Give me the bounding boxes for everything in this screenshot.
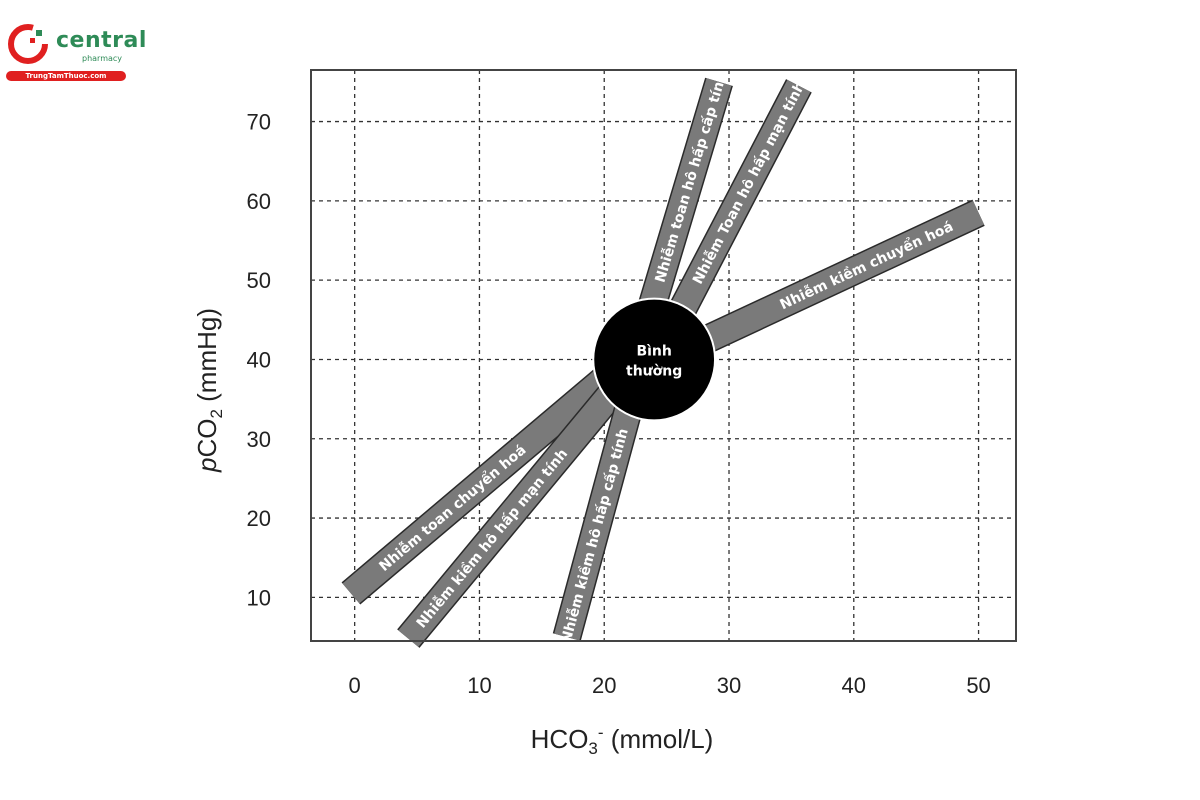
y-tick-label: 30 (247, 427, 271, 452)
x-axis-title: HCO3- (mmol/L) (531, 723, 714, 758)
x-tick-label: 50 (966, 673, 990, 698)
y-tick-label: 20 (247, 506, 271, 531)
x-tick-label: 30 (717, 673, 741, 698)
plot-frame (310, 69, 1017, 642)
x-tick-label: 10 (467, 673, 491, 698)
central-pharmacy-logo: central pharmacy TrungTamThuoc.com (6, 22, 146, 82)
band-label: Nhiễm kiềm chuyển hoá (777, 218, 956, 313)
band-fill (342, 369, 613, 604)
band-fill (661, 79, 811, 334)
band-fill (554, 379, 648, 641)
x-tick-label: 0 (349, 673, 361, 698)
x-tick-label: 40 (842, 673, 866, 698)
y-tick-label: 70 (247, 110, 271, 135)
band-fill (635, 78, 732, 324)
band: Nhiễm kiềm chuyển hoá (691, 199, 985, 357)
logo-brand-text: central (56, 28, 147, 53)
y-tick-label: 50 (247, 268, 271, 293)
y-tick-label: 10 (247, 585, 271, 610)
band-fill (398, 378, 627, 647)
logo-sub-text: pharmacy (82, 54, 123, 63)
y-tick-label: 40 (247, 347, 271, 372)
normal-circle (594, 299, 715, 420)
normal-region: Bình thường (592, 297, 717, 422)
axis-titles: HCO3- (mmol/L) pCO2 (mmHg) (192, 308, 713, 758)
tick-labels: 0 10 20 30 40 50 10 20 30 40 50 60 70 (247, 110, 991, 698)
x-tick-label: 20 (592, 673, 616, 698)
logo-mark-icon (8, 24, 48, 64)
y-axis-title: pCO2 (mmHg) (192, 308, 226, 473)
normal-label-line1: Bình (636, 343, 671, 359)
logo-url-strip: TrungTamThuoc.com (6, 71, 126, 81)
normal-label-line2: thường (626, 363, 682, 379)
band-fill (692, 200, 985, 356)
y-tick-label: 60 (247, 189, 271, 214)
